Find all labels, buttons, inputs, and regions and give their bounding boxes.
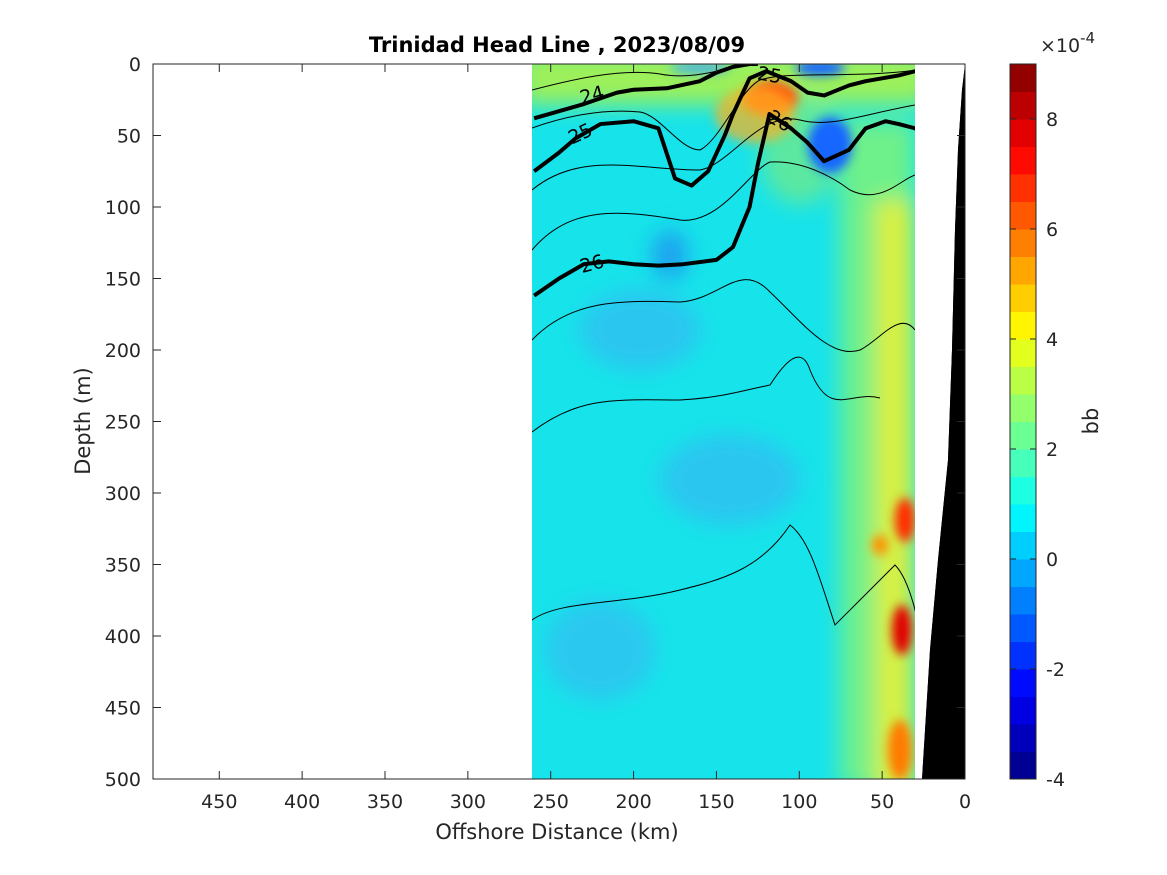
field-orange-deep-3 [888, 720, 912, 779]
field-blue-surface [795, 64, 845, 76]
thin-contour-7 [532, 524, 915, 626]
colorbar-band [1010, 586, 1036, 615]
colorbar-frame [1009, 63, 1037, 780]
x-tick-label: 100 [781, 791, 817, 813]
y-tick-label: 150 [105, 269, 141, 291]
x-tick-label: 300 [450, 791, 486, 813]
colorbar-exponent-base: ×10 [1040, 35, 1080, 57]
isopycnal-24 [533, 64, 758, 121]
y-tick-label: 100 [105, 197, 141, 219]
y-tick-label: 450 [105, 698, 141, 720]
colorbar-band [1010, 366, 1036, 395]
y-tick-label: 50 [117, 126, 141, 148]
field-light-patch-1 [580, 290, 700, 370]
thin-contours [532, 65, 915, 626]
field-nearshore-yellow [875, 200, 915, 779]
colorbar-ticks: -4 -2 0 2 4 6 8 [1010, 109, 1065, 791]
field-red-deep-2 [892, 605, 912, 655]
colorbar-band [1010, 174, 1036, 202]
colorbar-band [1010, 146, 1036, 175]
y-tick-label: 250 [105, 412, 141, 434]
x-tick-label: 200 [615, 791, 651, 813]
field-subsurface-blue-1 [652, 230, 688, 280]
colorbar-exponent: ×10-4 [1040, 29, 1095, 57]
y-tick-label: 350 [105, 555, 141, 577]
field-blue-blob [808, 117, 852, 173]
colorbar-band [1010, 559, 1036, 587]
field-orange-halo [715, 87, 795, 143]
colorbar-band [1010, 724, 1036, 752]
y-axis-label: Depth (m) [71, 367, 95, 474]
colorbar-tick-label: -4 [1046, 769, 1065, 791]
y-axis: 0 50 100 150 200 250 300 350 400 450 500 [105, 54, 965, 791]
colorbar-band [1010, 394, 1036, 422]
colorbar-tick-label: 2 [1046, 439, 1058, 461]
colorbar-band [1010, 696, 1036, 725]
thin-contour-3 [532, 104, 915, 191]
x-tick-label: 50 [870, 791, 894, 813]
x-tick-label: 0 [959, 791, 971, 813]
x-tick-label: 350 [367, 791, 403, 813]
y-tick-label: 300 [105, 483, 141, 505]
isopycnal-26 [533, 112, 915, 298]
thin-contour-2 [532, 69, 915, 151]
x-tick-label: 400 [284, 791, 320, 813]
x-tick-label: 450 [201, 791, 237, 813]
y-tick-label: 0 [129, 54, 141, 76]
colorbar-band [1010, 614, 1036, 642]
x-axis-label: Offshore Distance (km) [435, 820, 678, 844]
x-tick-label: 150 [698, 791, 734, 813]
y-tick-label: 500 [105, 769, 141, 791]
colorbar-band [1010, 284, 1036, 312]
thin-contour-5 [532, 279, 915, 352]
colorbar-tick-label: 0 [1046, 549, 1058, 571]
colorbar-band [1010, 476, 1036, 505]
colorbar-band [1010, 504, 1036, 532]
colorbar-tick-label: 8 [1046, 109, 1058, 131]
colorbar-band [1010, 119, 1036, 147]
colorbar-band [1010, 339, 1036, 367]
x-tick-label: 250 [533, 791, 569, 813]
colorbar-band [1010, 91, 1036, 120]
colorbar-band [1010, 641, 1036, 670]
y-tick-label: 400 [105, 626, 141, 648]
thin-contour-1 [532, 65, 741, 91]
bathymetry [915, 64, 965, 779]
colorbar-band [1010, 531, 1036, 560]
colorbar-exponent-power: -4 [1080, 29, 1095, 47]
field-light-patch-2 [660, 435, 800, 525]
colorbar-bands [1010, 64, 1036, 780]
field-red-deep-1 [895, 498, 915, 542]
contour-label-25: 25 [756, 63, 784, 89]
colorbar-band [1010, 256, 1036, 285]
colorbar-band [1010, 311, 1036, 340]
colorbar-tick-label: -2 [1046, 659, 1065, 681]
colorbar-band [1010, 669, 1036, 697]
isopycnal-25 [532, 69, 915, 188]
chart-title: Trinidad Head Line , 2023/08/09 [369, 33, 745, 57]
field-light-patch-3 [545, 600, 655, 700]
colorbar-band [1010, 751, 1036, 780]
thin-contour-4 [532, 161, 915, 251]
bathymetry-blank [915, 64, 963, 779]
colorbar-band [1010, 64, 1036, 92]
x-axis: 450 400 350 300 250 200 150 100 50 0 [201, 64, 971, 813]
colorbar-tick-label: 4 [1046, 329, 1058, 351]
y-tick-label: 200 [105, 340, 141, 362]
colorbar-band [1010, 421, 1036, 450]
colorbar-band [1010, 449, 1036, 477]
colorbar-label: bb [1079, 408, 1103, 435]
colorbar-band [1010, 201, 1036, 230]
colorbar-tick-label: 6 [1046, 219, 1058, 241]
thin-contour-6 [532, 356, 881, 433]
field-orange-deep-4 [872, 535, 888, 555]
colorbar-band [1010, 229, 1036, 257]
bathymetry-edge [922, 66, 965, 779]
